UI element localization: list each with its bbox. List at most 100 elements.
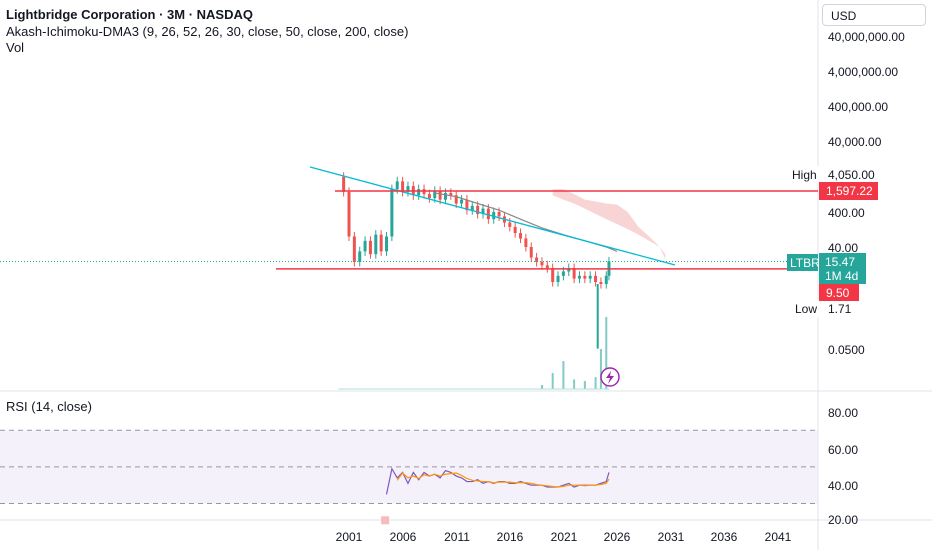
resistance-badge <box>819 182 878 200</box>
candle-body <box>401 181 405 192</box>
candle-body <box>465 199 469 211</box>
support-badge <box>819 284 859 301</box>
candle-body <box>390 189 394 237</box>
candle-body <box>561 271 565 276</box>
price-axis[interactable]: 40,000,000.00 4,000,000.00 400,000.00 40… <box>828 30 905 357</box>
price-tick: 40.00 <box>828 241 858 255</box>
candle-body <box>572 268 576 279</box>
candle-body <box>551 268 555 282</box>
ticker-label: LTBR <box>790 256 820 270</box>
candle-body <box>545 265 549 269</box>
high-label-bg <box>787 166 819 183</box>
flash-icon[interactable] <box>600 367 620 387</box>
time-tick: 2011 <box>444 530 470 544</box>
candle-body <box>540 261 544 266</box>
candle-body <box>352 236 356 262</box>
candle-body <box>497 212 501 217</box>
price-tick: 400.00 <box>828 206 865 220</box>
price-tick: 0.0500 <box>828 343 865 357</box>
candle-body <box>604 275 608 285</box>
candle-body <box>556 275 560 282</box>
candle-body <box>406 186 410 192</box>
price-badges: High 4,050.00 1,597.22 LTBR 15.47 1M 4d … <box>787 166 878 317</box>
candle-body <box>492 212 496 220</box>
candle-body <box>395 181 399 190</box>
currency-button[interactable]: USD <box>822 4 926 26</box>
price-tick: 40,000,000.00 <box>828 30 905 44</box>
candle-body <box>427 194 431 199</box>
candle-body <box>374 234 378 255</box>
candle-body <box>524 238 528 247</box>
candle-body <box>486 208 490 220</box>
ichimoku-cloud <box>552 189 666 260</box>
candle-body <box>368 240 372 255</box>
indicator-label[interactable]: Akash-Ichimoku-DMA3 (9, 26, 52, 26, 30, … <box>6 23 409 39</box>
volume-bar <box>540 385 543 389</box>
candle-body <box>594 275 598 282</box>
candle-body <box>519 233 523 239</box>
rsi-tick: 80.00 <box>828 406 858 420</box>
volume-label[interactable]: Vol <box>6 40 25 55</box>
volume-bar <box>562 361 565 389</box>
symbol-title[interactable]: Lightbridge Corporation · 3M · NASDAQ <box>6 7 253 22</box>
cloud-area <box>552 189 666 260</box>
candle-body <box>347 191 351 237</box>
time-tick: 2036 <box>711 530 738 544</box>
candle-body <box>513 226 517 234</box>
candle-body <box>577 275 581 279</box>
time-tick: 2026 <box>604 530 631 544</box>
candle-body <box>385 236 389 252</box>
candle-body <box>438 190 442 200</box>
rsi-line <box>385 467 610 495</box>
candle-body <box>342 176 346 192</box>
high-value: 4,050.00 <box>828 168 875 182</box>
ticker-badge <box>787 254 818 271</box>
price-value: 15.47 <box>825 255 855 269</box>
chart-legend: Lightbridge Corporation · 3M · NASDAQ Ak… <box>6 7 408 57</box>
candle-body <box>443 192 447 200</box>
candle-body <box>433 190 437 199</box>
rsi-tick: 60.00 <box>828 443 858 457</box>
volume-bar <box>599 349 602 389</box>
rsi-axis[interactable]: 80.00 60.00 40.00 20.00 <box>828 406 858 527</box>
candle-body <box>529 247 533 258</box>
candle-body <box>535 257 539 262</box>
support-value: 9.50 <box>826 286 850 300</box>
candle-body <box>583 275 587 279</box>
rsi-tick: 20.00 <box>828 513 858 527</box>
volume-bar <box>605 317 608 389</box>
time-axis[interactable]: 2001 2006 2011 2016 2021 2026 2031 2036 … <box>336 530 792 544</box>
candle-body <box>363 240 367 252</box>
candle-body <box>588 275 592 279</box>
rsi-label[interactable]: RSI (14, close) <box>6 399 92 414</box>
resistance-value: 1,597.22 <box>826 184 873 198</box>
drawing-lines[interactable] <box>0 166 818 270</box>
time-tick: 2031 <box>658 530 685 544</box>
rsi-plot <box>0 429 818 525</box>
rsi-tick: 40.00 <box>828 479 858 493</box>
time-tick: 2041 <box>765 530 792 544</box>
low-value: 1.71 <box>828 302 852 316</box>
countdown-value: 1M 4d <box>825 269 858 283</box>
volume-bar <box>551 373 554 389</box>
volume-bar <box>594 377 597 389</box>
rsi-ma-line <box>396 472 610 488</box>
time-tick: 2006 <box>390 530 417 544</box>
price-tick: 40,000.00 <box>828 135 882 149</box>
volume-bars <box>338 317 610 390</box>
candle-body <box>358 251 362 262</box>
price-tick: 400,000.00 <box>828 100 888 114</box>
time-tick: 2016 <box>497 530 524 544</box>
trendline <box>309 166 676 266</box>
price-tick: 4,000,000.00 <box>828 65 898 79</box>
candle-body <box>417 189 421 196</box>
time-tick: 2021 <box>551 530 578 544</box>
volume-bar <box>573 379 576 389</box>
price-candles[interactable] <box>342 172 611 349</box>
low-label: Low <box>795 302 817 316</box>
candle-body <box>449 192 453 196</box>
candle-body <box>476 205 480 215</box>
candle-body <box>508 222 512 227</box>
candle-body <box>470 205 474 211</box>
